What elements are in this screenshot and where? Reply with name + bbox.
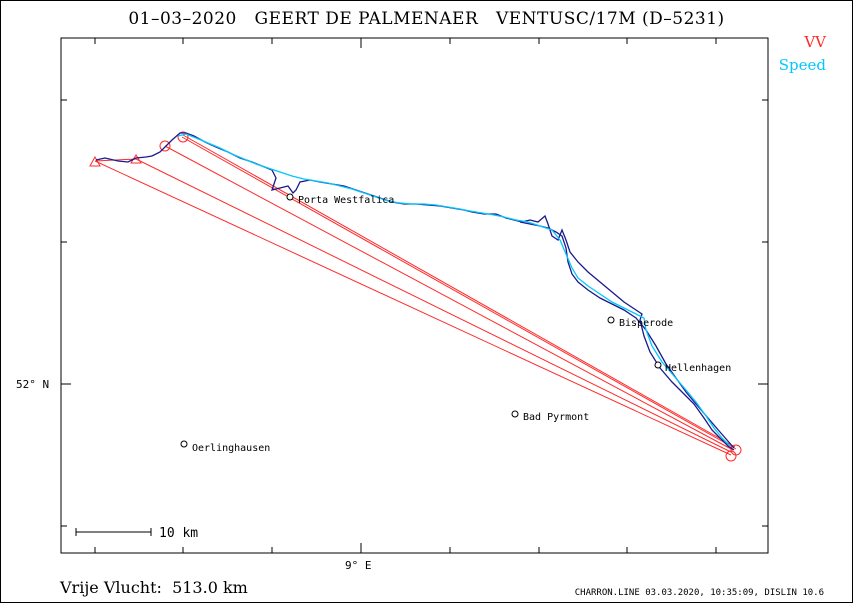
flight-track-return	[519, 221, 735, 449]
scale-bar-label: 10 km	[159, 526, 199, 541]
legend-speed: Speed	[778, 56, 826, 74]
task-leg-5	[181, 136, 737, 450]
place-marker-badpyrmont	[511, 410, 519, 418]
place-marker-bisperode	[607, 316, 615, 324]
task-leg-3	[135, 158, 732, 453]
task-leg-4	[164, 145, 734, 451]
turnpoint-circle-2	[177, 131, 189, 143]
place-marker-hellenhagen	[654, 361, 662, 369]
ticks	[61, 38, 768, 553]
task-lines	[94, 134, 737, 456]
place-marker-oerlinghausen	[180, 440, 188, 448]
plot-border	[60, 37, 769, 554]
flight-distance: Vrije Vlucht: 513.0 km	[60, 578, 248, 597]
place-label-hellenhagen: Hellenhagen	[665, 363, 732, 374]
place-label-oerlinghausen: Oerlinghausen	[192, 443, 271, 454]
turnpoint-circle-1	[159, 140, 171, 152]
place-label-bisperode: Bisperode	[619, 318, 674, 329]
flight-track-dark	[95, 132, 735, 451]
task-leg-1	[94, 160, 732, 456]
scale-bar	[75, 528, 152, 536]
turnpoint-circle-4	[725, 450, 737, 462]
task-leg-6	[182, 134, 736, 448]
place-marker-porta	[286, 193, 294, 201]
chart-title: 01–03–2020 GEERT DE PALMENAER VENTUSC/17…	[128, 9, 725, 29]
place-label-badpyrmont: Bad Pyrmont	[523, 412, 590, 423]
place-markers	[180, 193, 662, 448]
credit-line: CHARRON.LINE 03.03.2020, 10:35:09, DISLI…	[574, 588, 824, 598]
place-label-porta: Porta Westfalica	[298, 195, 395, 206]
lon-axis-label: 9° E	[345, 559, 372, 572]
lat-axis-label: 52° N	[16, 378, 50, 391]
flight-track-speed	[177, 133, 731, 447]
legend-vv: VV	[804, 33, 826, 51]
start-triangle	[89, 155, 101, 167]
